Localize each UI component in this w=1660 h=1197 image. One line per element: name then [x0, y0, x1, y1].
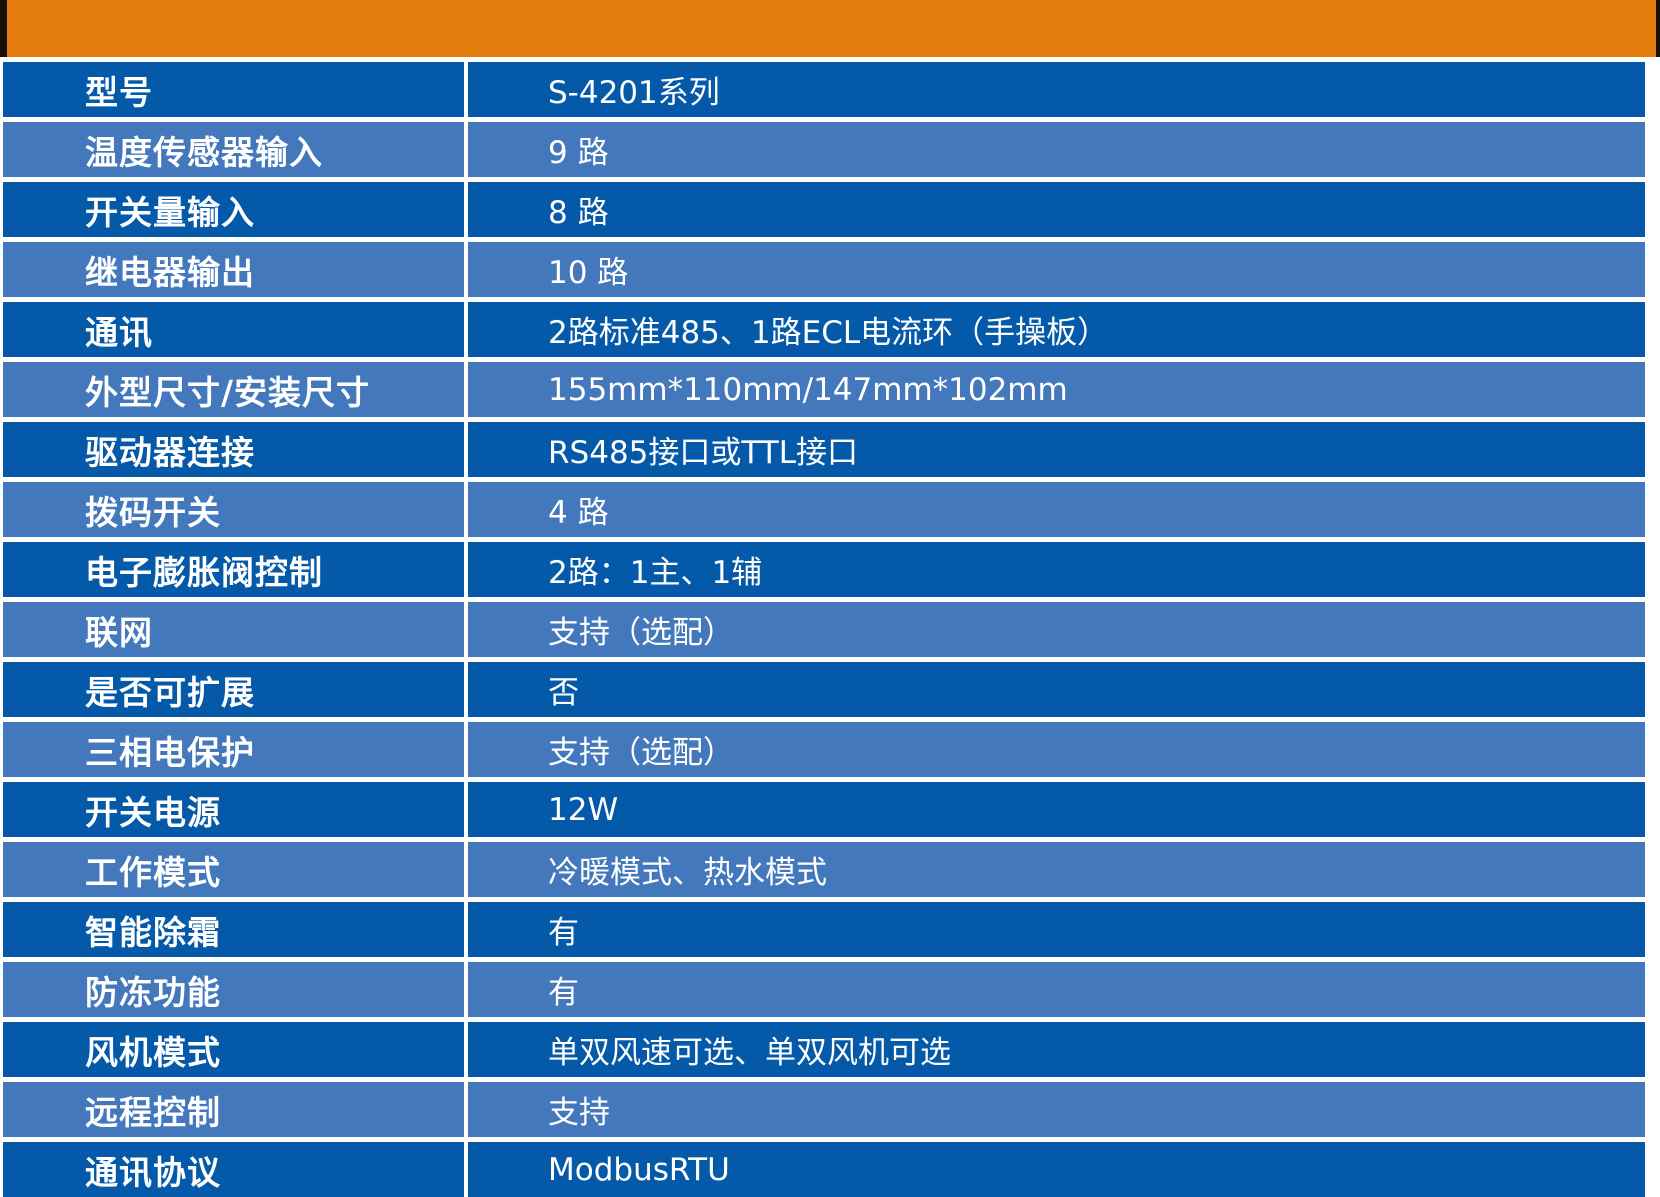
spec-label: 通讯协议: [3, 1142, 464, 1197]
table-row: 通讯协议 ModbusRTU: [3, 1142, 1645, 1197]
table-row: 防冻功能 有: [3, 962, 1645, 1017]
spec-label: 远程控制: [3, 1082, 464, 1137]
spec-label: 智能除霜: [3, 902, 464, 957]
spec-label: 电子膨胀阀控制: [3, 542, 464, 597]
spec-value: 2路：1主、1辅: [468, 542, 1645, 597]
spec-label: 防冻功能: [3, 962, 464, 1017]
spec-label: 通讯: [3, 302, 464, 357]
spec-value: 支持（选配）: [468, 722, 1645, 777]
spec-label: 开关电源: [3, 782, 464, 837]
table-row: 联网 支持（选配）: [3, 602, 1645, 657]
table-row: 电子膨胀阀控制 2路：1主、1辅: [3, 542, 1645, 597]
table-row: 温度传感器输入 9 路: [3, 122, 1645, 177]
spec-label: 工作模式: [3, 842, 464, 897]
spec-label: 型号: [3, 62, 464, 117]
spec-value: 冷暖模式、热水模式: [468, 842, 1645, 897]
spec-table: 型号 S-4201系列 温度传感器输入 9 路 开关量输入 8 路 继电器输出 …: [3, 62, 1645, 1197]
spec-label: 是否可扩展: [3, 662, 464, 717]
spec-label: 开关量输入: [3, 182, 464, 237]
spec-label: 三相电保护: [3, 722, 464, 777]
spec-value: 2路标准485、1路ECL电流环（手操板）: [468, 302, 1645, 357]
spec-value: 10 路: [468, 242, 1645, 297]
table-row: 驱动器连接 RS485接口或TTL接口: [3, 422, 1645, 477]
spec-value: RS485接口或TTL接口: [468, 422, 1645, 477]
spec-value: 8 路: [468, 182, 1645, 237]
table-row: 是否可扩展 否: [3, 662, 1645, 717]
header-orange-band: [7, 0, 1656, 57]
spec-value: 有: [468, 902, 1645, 957]
spec-value: 单双风速可选、单双风机可选: [468, 1022, 1645, 1077]
spec-label: 风机模式: [3, 1022, 464, 1077]
table-row: 外型尺寸/安装尺寸 155mm*110mm/147mm*102mm: [3, 362, 1645, 417]
spec-value: 12W: [468, 782, 1645, 837]
header-bar: [0, 0, 1660, 57]
table-row: 开关电源 12W: [3, 782, 1645, 837]
spec-label: 继电器输出: [3, 242, 464, 297]
spec-value: 有: [468, 962, 1645, 1017]
table-row: 工作模式 冷暖模式、热水模式: [3, 842, 1645, 897]
spec-label: 拨码开关: [3, 482, 464, 537]
spec-label: 温度传感器输入: [3, 122, 464, 177]
header-left-edge-strip: [0, 0, 7, 57]
spec-label: 驱动器连接: [3, 422, 464, 477]
table-row: 风机模式 单双风速可选、单双风机可选: [3, 1022, 1645, 1077]
table-row: 拨码开关 4 路: [3, 482, 1645, 537]
spec-value: 支持（选配）: [468, 602, 1645, 657]
table-row: 继电器输出 10 路: [3, 242, 1645, 297]
spec-label: 外型尺寸/安装尺寸: [3, 362, 464, 417]
spec-value: ModbusRTU: [468, 1142, 1645, 1197]
spec-label: 联网: [3, 602, 464, 657]
spec-value: 4 路: [468, 482, 1645, 537]
spec-value: 9 路: [468, 122, 1645, 177]
table-row: 型号 S-4201系列: [3, 62, 1645, 117]
spec-value: S-4201系列: [468, 62, 1645, 117]
table-row: 三相电保护 支持（选配）: [3, 722, 1645, 777]
header-right-edge-strip: [1656, 0, 1660, 57]
table-row: 通讯 2路标准485、1路ECL电流环（手操板）: [3, 302, 1645, 357]
table-row: 智能除霜 有: [3, 902, 1645, 957]
spec-value: 否: [468, 662, 1645, 717]
table-row: 远程控制 支持: [3, 1082, 1645, 1137]
spec-value: 支持: [468, 1082, 1645, 1137]
spec-value: 155mm*110mm/147mm*102mm: [468, 362, 1645, 417]
table-row: 开关量输入 8 路: [3, 182, 1645, 237]
